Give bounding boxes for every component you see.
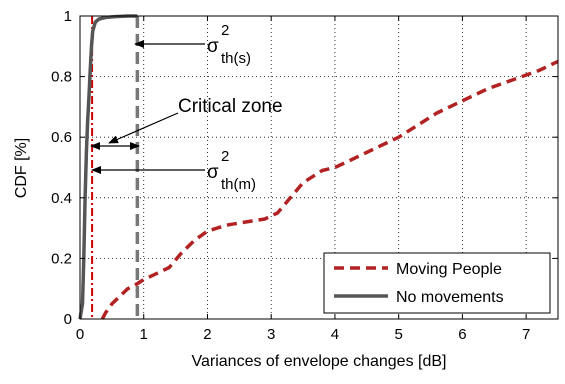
x-tick-label: 5 [394,326,402,343]
x-tick-label: 6 [458,326,466,343]
y-tick-label: 0 [64,311,72,328]
sigma-s-subscript: th(s) [221,50,251,67]
y-tick-label: 0.6 [51,129,72,146]
y-tick-label: 0.8 [51,69,72,86]
x-tick-label: 2 [203,326,211,343]
legend-label-moving-people: Moving People [396,261,502,278]
critical-zone-label: Critical zone [178,96,283,117]
series-line-no-movements [78,14,138,320]
plot-frame [79,15,559,320]
annotation-threshold-m: σ 2 th(m) [91,148,256,193]
axis-ticks: 0 1 2 3 4 5 6 7 0 0.2 0.4 0.6 0.8 1 [51,8,558,343]
annotation-threshold-s: σ 2 th(s) [134,22,251,67]
series-line-moving-people [100,59,559,320]
legend-box [323,252,551,314]
legend-label-no-movements: No movements [396,289,504,306]
x-tick-label: 4 [331,326,339,343]
sigma-m-symbol: σ [207,162,219,183]
critical-zone-arrow [108,112,179,144]
sigma-s-symbol: σ [207,36,219,57]
sigma-m-subscript: th(m) [221,176,256,193]
y-tick-label: 0.4 [51,190,72,207]
x-axis-label: Variances of envelope changes [dB] [192,353,447,370]
data-series [78,14,559,320]
sigma-s-superscript: 2 [221,22,229,39]
y-axis-label: CDF [%] [13,138,30,198]
y-tick-label: 0.2 [51,250,72,267]
x-tick-label: 0 [76,326,84,343]
y-tick-label: 1 [64,8,72,25]
annotation-critical-zone: Critical zone [90,96,283,150]
reference-lines [91,16,140,319]
x-tick-label: 3 [267,326,275,343]
x-tick-label: 1 [140,326,148,343]
x-tick-label: 7 [522,326,530,343]
sigma-m-superscript: 2 [221,148,229,165]
legend: Moving People No movements [323,252,551,314]
